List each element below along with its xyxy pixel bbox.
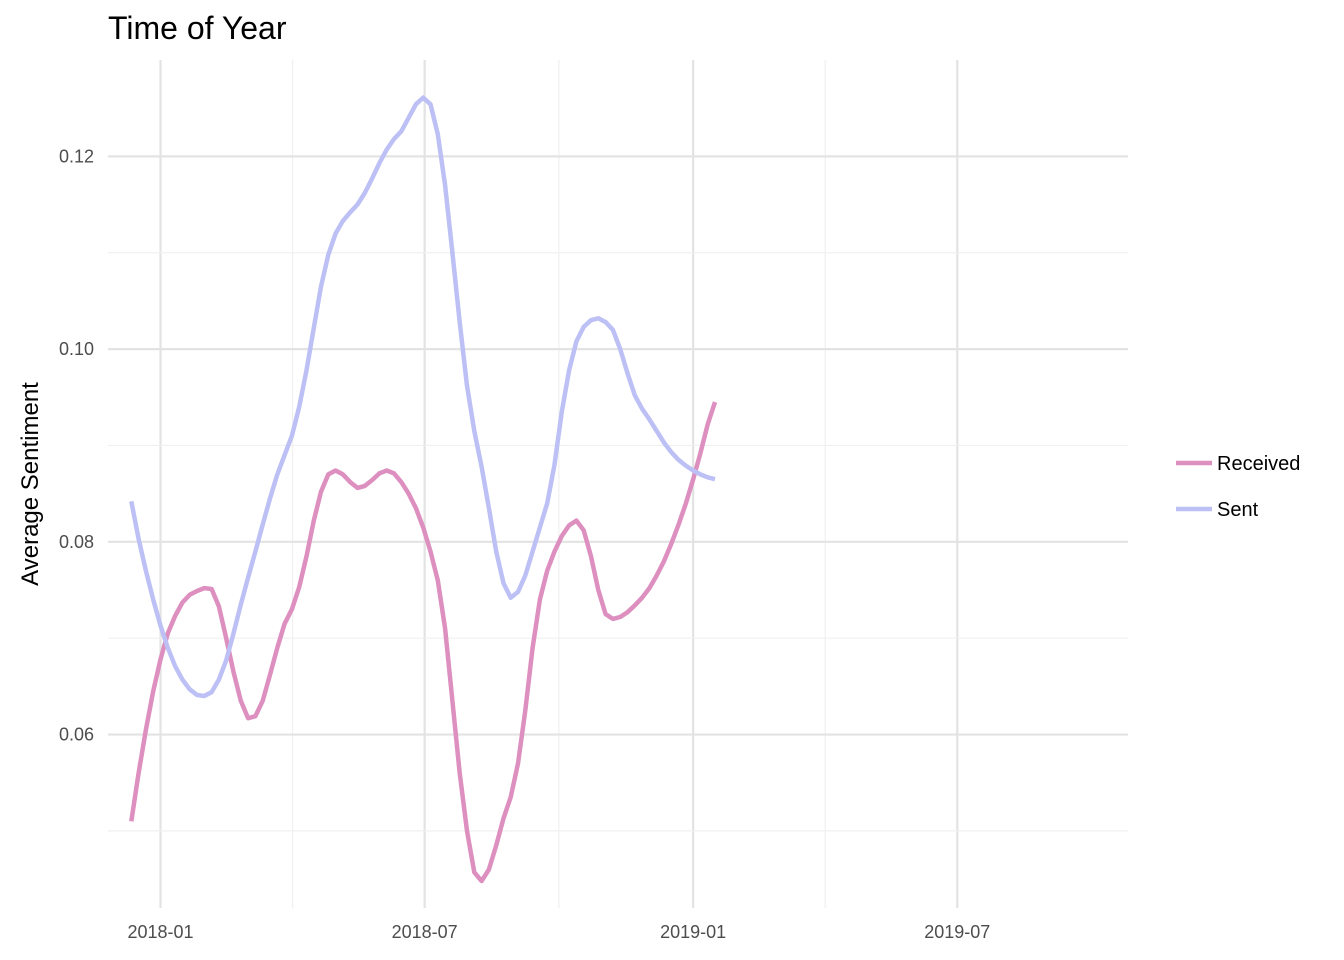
series-lines (129, 95, 718, 884)
legend-label-received: Received (1217, 453, 1300, 475)
y-axis-title: Average Sentiment (17, 382, 44, 586)
x-tick-label: 2018-01 (128, 922, 194, 942)
legend: Received Sent (1176, 453, 1300, 521)
axis-labels: 2018-01 2018-07 2019-01 2019-07 0.06 0.08 0.10… (59, 146, 990, 942)
y-tick-label: 0.08 (59, 532, 94, 552)
series-line-sent (129, 95, 716, 699)
y-tick-label: 0.10 (59, 339, 94, 359)
grid-lines (108, 60, 1128, 908)
x-tick-label: 2019-01 (660, 922, 726, 942)
x-tick-label: 2018-07 (392, 922, 458, 942)
x-tick-label: 2019-07 (924, 922, 990, 942)
y-tick-label: 0.12 (59, 146, 94, 166)
series-line-received (129, 401, 718, 884)
chart-title: Time of Year (108, 10, 287, 46)
legend-label-sent: Sent (1217, 499, 1259, 521)
y-tick-label: 0.06 (59, 725, 94, 745)
